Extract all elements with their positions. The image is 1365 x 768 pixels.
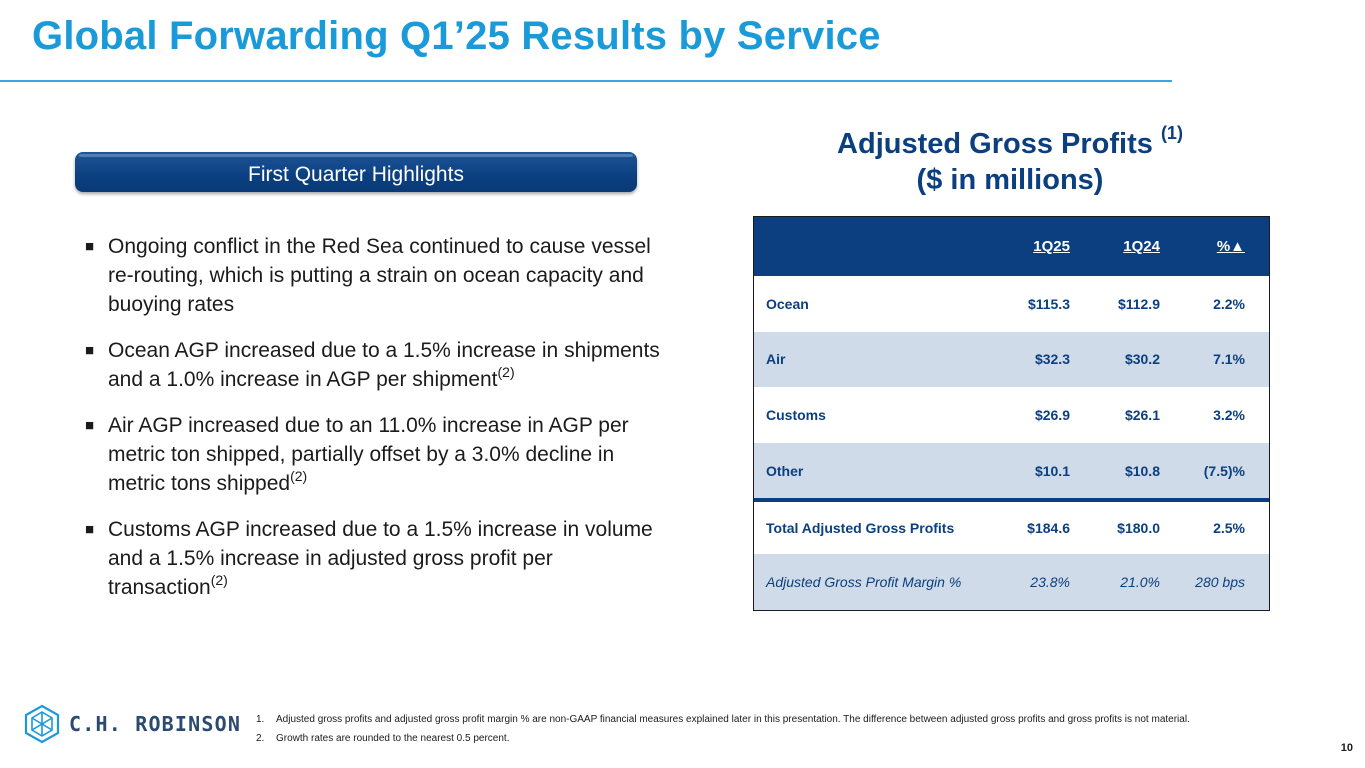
cell-change: 2.5% — [1213, 520, 1245, 537]
footnote-ref: (2) — [497, 364, 515, 380]
cell-1q25: 23.8% — [1030, 574, 1070, 591]
cell-1q24: $26.1 — [1124, 406, 1160, 423]
table-margin-row: Adjusted Gross Profit Margin % 23.8% 21.… — [754, 554, 1269, 610]
footnotes: 1. Adjusted gross profits and adjusted gr… — [256, 714, 1190, 752]
cell-change: 3.2% — [1213, 406, 1245, 423]
title-divider — [0, 80, 1172, 82]
column-header-change: %▲ — [1216, 238, 1245, 255]
table-row: Other $10.1 $10.8 (7.5)% — [754, 442, 1269, 499]
row-label: Customs — [766, 406, 826, 423]
column-header-1q25: 1Q25 — [1033, 238, 1070, 255]
bullet-square-icon: ■ — [85, 238, 95, 255]
footnote-item: 1. Adjusted gross profits and adjusted gr… — [256, 714, 1190, 733]
footnote-ref: (2) — [210, 572, 228, 588]
cell-1q24: $10.8 — [1124, 462, 1160, 479]
cell-change: 7.1% — [1213, 351, 1245, 368]
cube-logo-icon — [24, 704, 60, 744]
list-item: ■ Customs AGP increased due to a 1.5% in… — [85, 515, 665, 602]
table-row: Ocean $115.3 $112.9 2.2% — [754, 276, 1269, 332]
table-row: Customs $26.9 $26.1 3.2% — [754, 387, 1269, 443]
cell-1q25: $32.3 — [1034, 351, 1070, 368]
logo-wordmark: C.H. ROBINSON — [69, 712, 242, 736]
row-label: Adjusted Gross Profit Margin % — [766, 574, 962, 591]
results-table: 1Q25 1Q24 %▲ Ocean $115.3 $112.9 2.2% Ai… — [753, 216, 1270, 611]
bullet-text: Air AGP increased due to an 11.0% increa… — [108, 414, 629, 495]
cell-change: (7.5)% — [1203, 462, 1245, 479]
row-label: Total Adjusted Gross Profits — [766, 520, 955, 537]
cell-1q25: $10.1 — [1034, 462, 1070, 479]
list-item: ■ Air AGP increased due to an 11.0% incr… — [85, 411, 665, 498]
table-title: Adjusted Gross Profits (1) ($ in million… — [760, 123, 1260, 198]
cell-1q25: $184.6 — [1027, 520, 1070, 537]
bullet-text: Customs AGP increased due to a 1.5% incr… — [108, 518, 653, 599]
bullet-text: Ongoing conflict in the Red Sea continue… — [108, 235, 651, 316]
footnote-ref: (1) — [1160, 123, 1183, 143]
cell-change: 280 bps — [1195, 574, 1245, 591]
row-label: Ocean — [766, 295, 809, 312]
cell-1q25: $115.3 — [1027, 295, 1070, 312]
cell-1q25: $26.9 — [1034, 406, 1070, 423]
list-item: ■ Ocean AGP increased due to a 1.5% incr… — [85, 336, 665, 394]
cell-1q24: $30.2 — [1124, 351, 1160, 368]
company-logo: C.H. ROBINSON — [24, 704, 241, 744]
cell-1q24: 21.0% — [1120, 574, 1160, 591]
page-title: Global Forwarding Q1’25 Results by Servi… — [32, 14, 881, 58]
highlights-heading: First Quarter Highlights — [75, 152, 637, 192]
table-title-text: Adjusted Gross Profits — [837, 128, 1153, 160]
footnote-item: 2. Growth rates are rounded to the neares… — [256, 733, 1190, 752]
cell-1q24: $180.0 — [1117, 520, 1160, 537]
table-subtitle: ($ in millions) — [916, 164, 1104, 196]
row-label: Air — [766, 351, 786, 368]
highlights-list: ■ Ongoing conflict in the Red Sea contin… — [85, 232, 665, 619]
bullet-text: Ocean AGP increased due to a 1.5% increa… — [108, 339, 660, 391]
column-header-1q24: 1Q24 — [1123, 238, 1160, 255]
table-total-row: Total Adjusted Gross Profits $184.6 $180… — [754, 498, 1269, 555]
footnote-ref: (2) — [290, 468, 308, 484]
list-item: ■ Ongoing conflict in the Red Sea contin… — [85, 232, 665, 319]
table-row: Air $32.3 $30.2 7.1% — [754, 331, 1269, 388]
row-label: Other — [766, 462, 804, 479]
bullet-square-icon: ■ — [85, 521, 95, 538]
footnote-number: 2. — [256, 733, 265, 744]
cell-1q24: $112.9 — [1117, 295, 1160, 312]
bullet-square-icon: ■ — [85, 417, 95, 434]
bullet-square-icon: ■ — [85, 342, 95, 359]
footnote-text: Growth rates are rounded to the nearest … — [276, 733, 510, 744]
footnote-number: 1. — [256, 714, 265, 725]
cell-change: 2.2% — [1213, 295, 1245, 312]
table-header-row: 1Q25 1Q24 %▲ — [754, 217, 1269, 276]
footnote-text: Adjusted gross profits and adjusted gros… — [276, 714, 1190, 725]
page-number: 10 — [1340, 742, 1353, 754]
